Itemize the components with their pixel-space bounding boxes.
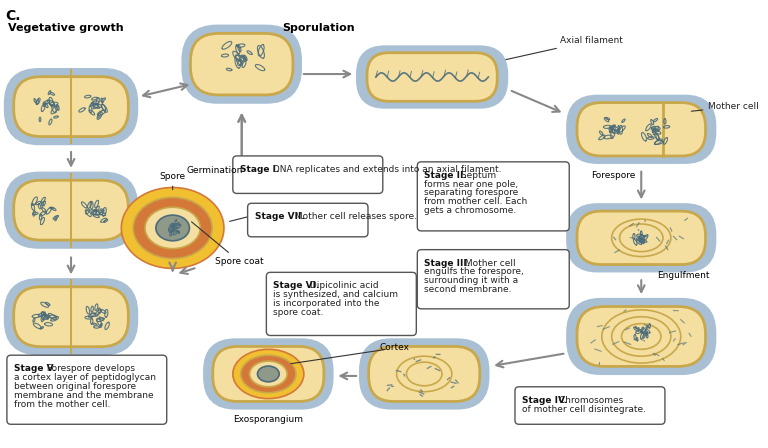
Ellipse shape (621, 323, 661, 349)
Text: Stage I.: Stage I. (240, 165, 279, 174)
Text: DNA replicates and extends into an axial filament.: DNA replicates and extends into an axial… (270, 165, 502, 174)
Ellipse shape (406, 362, 442, 386)
FancyBboxPatch shape (14, 287, 128, 347)
Text: Septum: Septum (458, 171, 496, 180)
FancyBboxPatch shape (184, 27, 300, 102)
Text: C.: C. (5, 9, 21, 23)
Text: engulfs the forespore,: engulfs the forespore, (424, 267, 524, 276)
FancyBboxPatch shape (233, 156, 382, 194)
Text: membrane and the membrane: membrane and the membrane (14, 391, 154, 400)
Text: from the mother cell.: from the mother cell. (14, 400, 110, 409)
Text: Dipicolinic acid: Dipicolinic acid (307, 281, 379, 290)
FancyBboxPatch shape (577, 306, 706, 366)
Text: Stage V.: Stage V. (14, 364, 56, 373)
Ellipse shape (611, 219, 671, 257)
FancyBboxPatch shape (568, 97, 714, 162)
FancyBboxPatch shape (247, 203, 368, 237)
Text: Engulfment: Engulfment (657, 271, 710, 280)
Ellipse shape (250, 361, 287, 387)
Text: Mother cell: Mother cell (691, 102, 759, 111)
Text: second membrane.: second membrane. (424, 285, 511, 294)
Text: Stage IV.: Stage IV. (522, 396, 567, 405)
Text: Forespore develops: Forespore develops (44, 364, 135, 373)
FancyBboxPatch shape (7, 355, 167, 424)
FancyBboxPatch shape (577, 211, 706, 264)
Text: of mother cell disintegrate.: of mother cell disintegrate. (522, 405, 646, 414)
Text: separating forespore: separating forespore (424, 189, 518, 198)
FancyBboxPatch shape (568, 205, 714, 270)
FancyBboxPatch shape (266, 272, 416, 336)
Ellipse shape (611, 317, 671, 356)
Ellipse shape (156, 215, 190, 241)
Text: Stage III.: Stage III. (424, 258, 470, 267)
FancyBboxPatch shape (577, 103, 706, 156)
Text: is incorporated into the: is incorporated into the (273, 299, 379, 308)
Text: spore coat.: spore coat. (273, 308, 323, 317)
Text: Stage II.: Stage II. (424, 171, 467, 180)
Text: Axial filament: Axial filament (506, 36, 624, 60)
FancyBboxPatch shape (6, 70, 136, 143)
FancyBboxPatch shape (369, 346, 480, 401)
Text: Spore: Spore (160, 172, 186, 190)
Text: from mother cell. Each: from mother cell. Each (424, 198, 528, 207)
Text: Cortex: Cortex (379, 343, 409, 353)
FancyBboxPatch shape (361, 340, 488, 408)
Ellipse shape (121, 188, 224, 268)
Text: gets a chromosome.: gets a chromosome. (424, 206, 516, 215)
FancyBboxPatch shape (515, 387, 665, 424)
Text: between original forespore: between original forespore (14, 382, 136, 391)
Ellipse shape (602, 310, 680, 363)
Text: Chromosomes: Chromosomes (555, 396, 623, 405)
Text: Sporulation: Sporulation (282, 23, 355, 33)
Text: Stage VI.: Stage VI. (273, 281, 319, 290)
FancyBboxPatch shape (367, 53, 497, 101)
FancyBboxPatch shape (568, 300, 714, 373)
Text: Mother cell releases spore.: Mother cell releases spore. (292, 212, 417, 221)
Text: Exosporangium: Exosporangium (233, 415, 303, 424)
Text: forms near one pole,: forms near one pole, (424, 180, 518, 189)
Text: Vegetative growth: Vegetative growth (8, 23, 124, 33)
Text: Forespore: Forespore (591, 171, 636, 180)
FancyBboxPatch shape (417, 250, 569, 309)
FancyBboxPatch shape (14, 77, 128, 137)
FancyBboxPatch shape (6, 174, 136, 247)
Text: Spore coat: Spore coat (191, 222, 263, 266)
FancyBboxPatch shape (14, 180, 128, 240)
Text: Mother cell: Mother cell (462, 258, 515, 267)
FancyBboxPatch shape (358, 47, 506, 107)
Text: surrounding it with a: surrounding it with a (424, 276, 518, 285)
Ellipse shape (257, 366, 280, 382)
Text: is synthesized, and calcium: is synthesized, and calcium (273, 290, 399, 299)
Ellipse shape (396, 356, 452, 392)
Text: Germination: Germination (187, 166, 243, 175)
Text: Stage VII.: Stage VII. (254, 212, 304, 221)
FancyBboxPatch shape (205, 340, 332, 408)
FancyBboxPatch shape (6, 280, 136, 353)
Ellipse shape (240, 355, 296, 393)
FancyBboxPatch shape (213, 346, 324, 401)
FancyBboxPatch shape (417, 162, 569, 231)
Text: a cortex layer of peptidoglycan: a cortex layer of peptidoglycan (14, 373, 156, 382)
Ellipse shape (133, 198, 212, 258)
FancyBboxPatch shape (190, 34, 293, 95)
Ellipse shape (145, 207, 200, 249)
Ellipse shape (233, 349, 304, 399)
Ellipse shape (620, 224, 663, 252)
